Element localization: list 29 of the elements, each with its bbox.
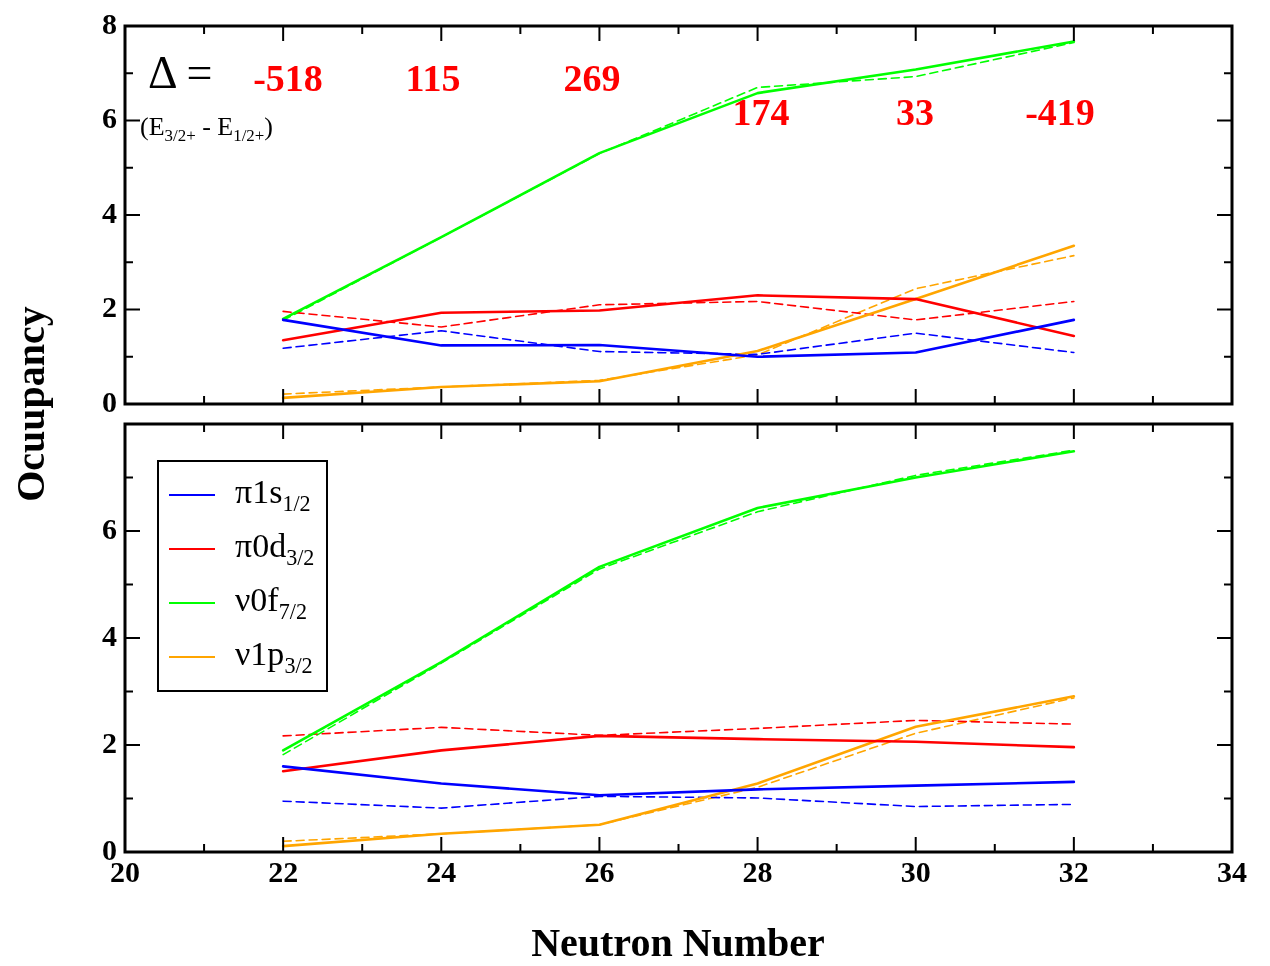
x-tick-label: 34: [1217, 854, 1247, 888]
legend-label: π1s$_{1/2}$: [235, 473, 311, 517]
annotation: (E$_{3/2+}$ - E$_{1/2+}$): [140, 112, 273, 147]
annotation: 174: [732, 90, 790, 134]
annotation: 269: [563, 56, 621, 100]
x-tick-label: 22: [268, 854, 299, 888]
x-tick-label: 32: [1058, 854, 1089, 888]
y-tick-label: 6: [102, 511, 117, 545]
x-axis-title: Neutron Number: [531, 918, 825, 966]
y-tick-label: 8: [102, 6, 117, 40]
y-tick-label: 0: [102, 384, 117, 418]
x-tick-label: 28: [742, 854, 773, 888]
y-tick-label: 4: [102, 618, 117, 652]
legend-label: ν0f$_{7/2}$: [235, 581, 307, 625]
y-tick-label: 6: [102, 101, 117, 135]
legend-label: π0d$_{3/2}$: [235, 527, 315, 571]
annotation: 115: [405, 56, 461, 100]
y-tick-label: 2: [102, 725, 117, 759]
y-tick-label: 2: [102, 290, 117, 324]
annotation: -419: [1025, 90, 1095, 134]
annotation: Δ =: [148, 46, 213, 99]
legend-label: ν1p$_{3/2}$: [235, 635, 313, 679]
x-tick-label: 24: [426, 854, 457, 888]
x-tick-label: 26: [584, 854, 615, 888]
y-axis-title: Ocuupancy: [6, 306, 54, 502]
annotation: 33: [896, 90, 934, 134]
y-tick-label: 4: [102, 195, 117, 229]
annotation: -518: [253, 56, 323, 100]
x-tick-label: 30: [900, 854, 931, 888]
